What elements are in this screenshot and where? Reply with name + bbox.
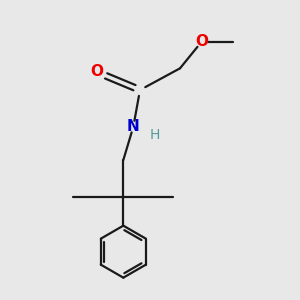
Text: O: O (90, 64, 103, 79)
Text: H: H (150, 128, 160, 142)
Text: O: O (195, 34, 208, 49)
Text: N: N (127, 119, 140, 134)
